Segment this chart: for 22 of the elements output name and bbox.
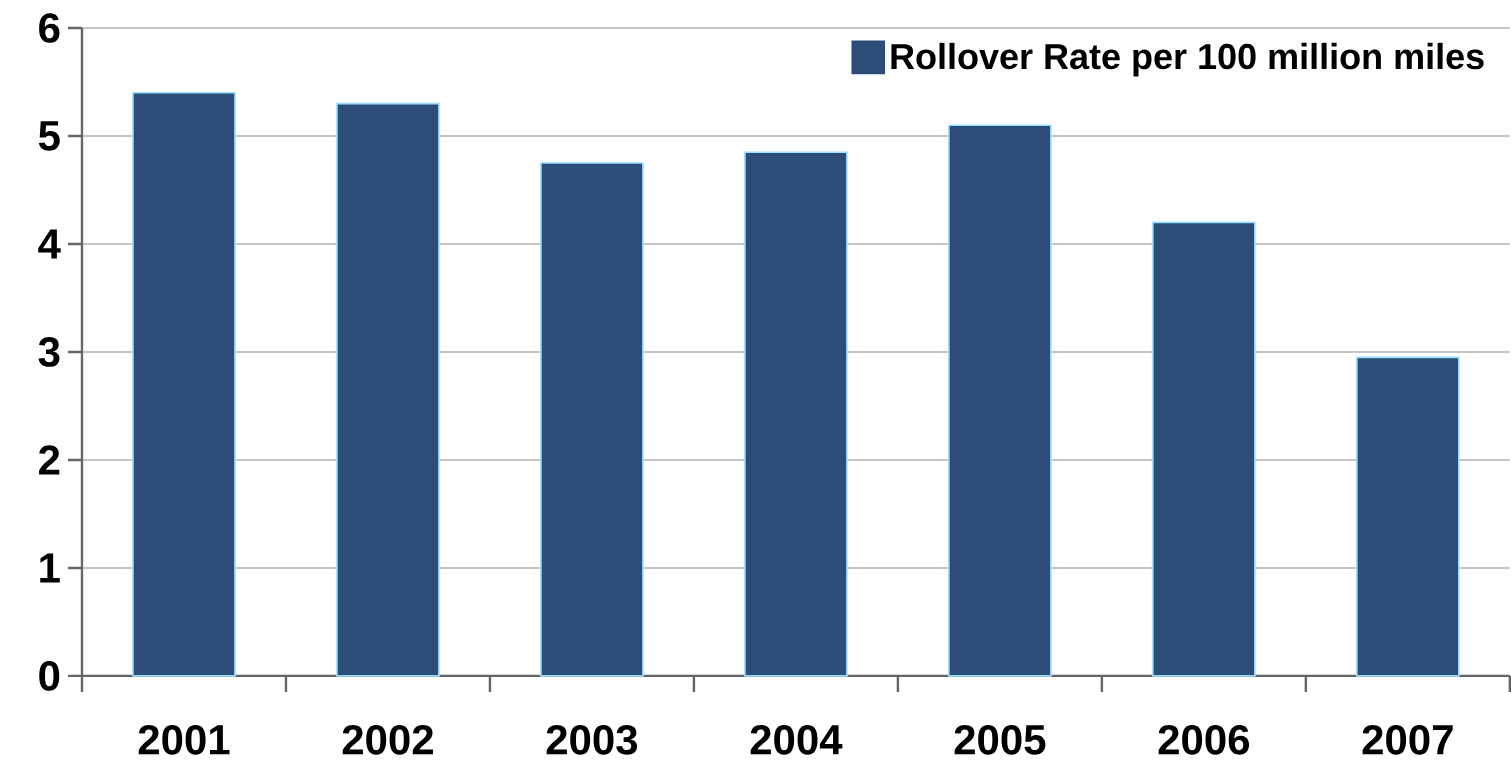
x-tick-label: 2006 [1158,725,1250,755]
bar [1152,221,1256,677]
x-tick-label: 2004 [750,725,843,755]
x-tick-label: 2001 [138,725,230,755]
x-tick-label: 2007 [1362,725,1453,755]
y-tick-label: 6 [39,13,60,43]
bar [1356,356,1460,677]
bar [540,162,644,677]
y-tick-label: 5 [38,121,60,151]
bar [132,92,236,677]
y-tick-label: 1 [40,553,60,583]
y-tick-label: 3 [38,337,60,367]
x-tick-label: 2003 [546,725,638,755]
x-tick-label: 2002 [342,725,433,755]
bar [948,124,1052,677]
x-tick-label: 2005 [954,725,1046,755]
y-tick-label: 2 [39,445,60,475]
y-tick-label: 4 [38,229,61,259]
bar [336,102,440,677]
legend-label: Rollover Rate per 100 million miles [891,42,1484,77]
y-tick-label: 0 [39,661,60,691]
bar [744,151,848,677]
